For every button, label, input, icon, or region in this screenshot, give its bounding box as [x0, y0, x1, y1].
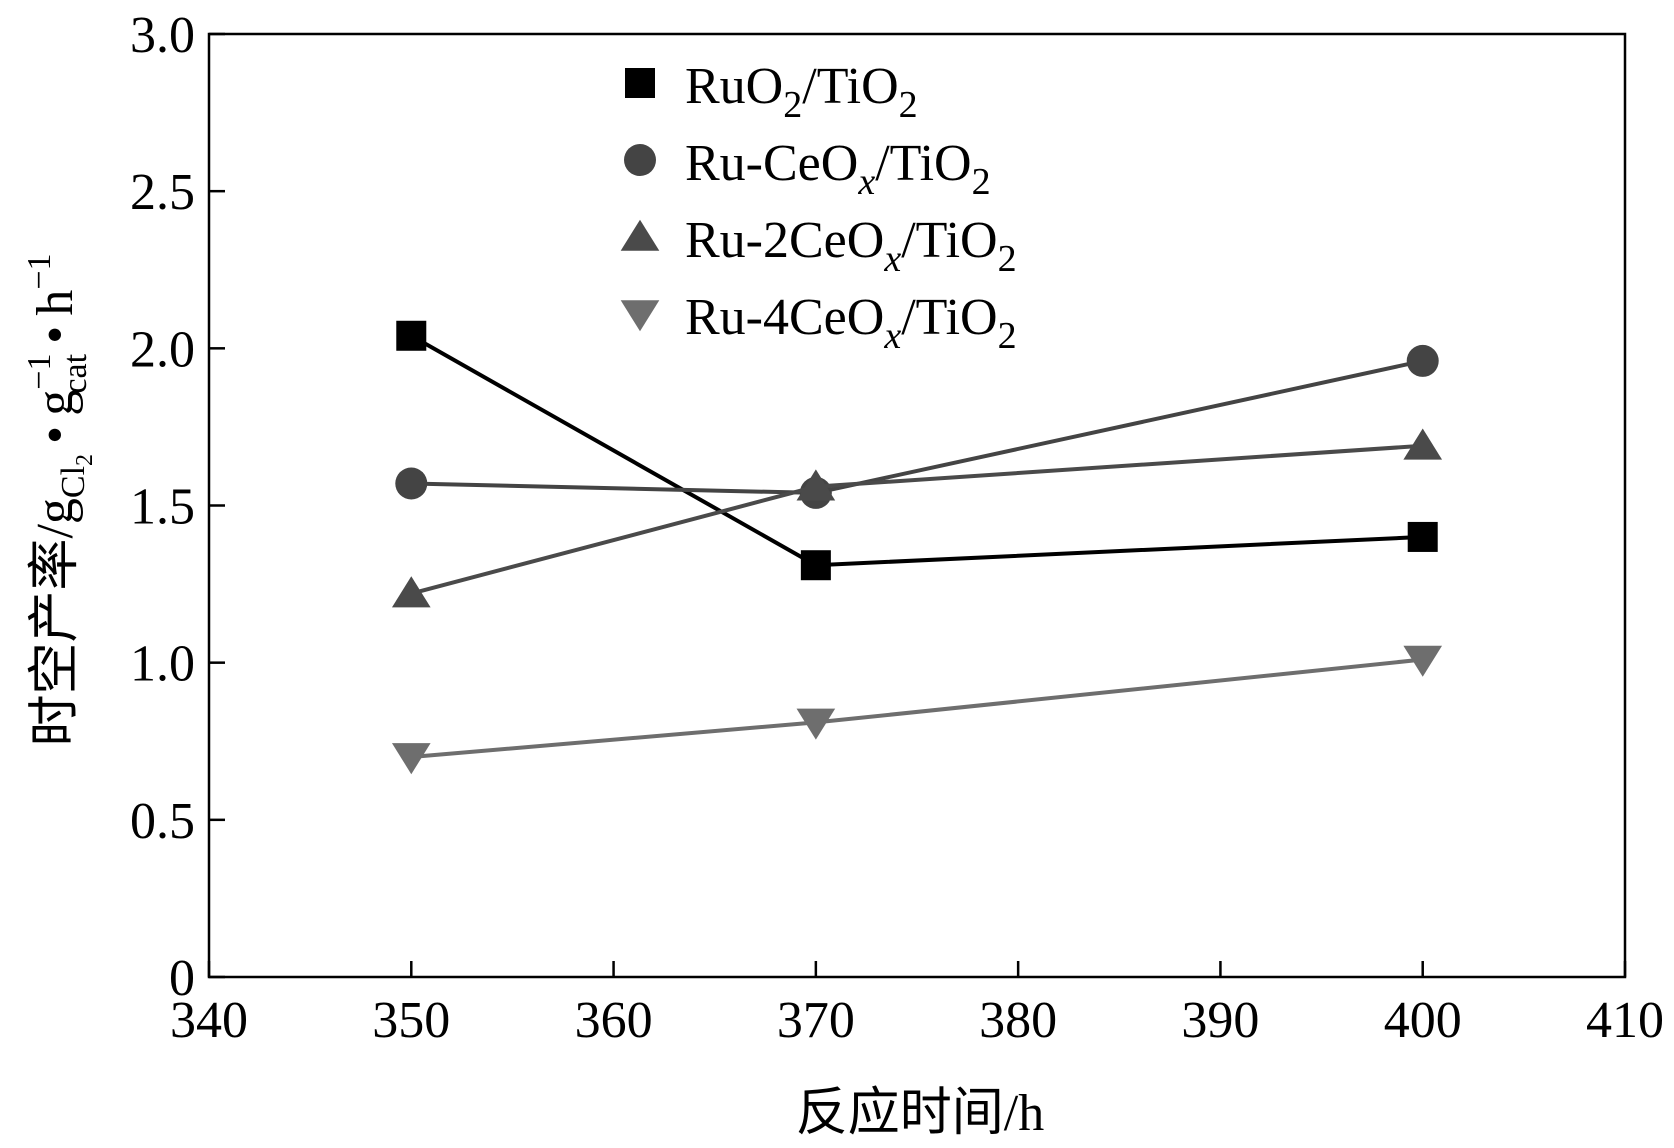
x-tick-label: 360	[575, 992, 653, 1049]
x-tick-label: 340	[170, 992, 248, 1049]
series-layer	[391, 320, 1443, 775]
series-2	[395, 344, 1439, 509]
x-axis-ticks: 340 350 360 370 380 390 400 410	[170, 961, 1664, 1049]
legend-marker	[620, 300, 660, 332]
series-3	[391, 428, 1443, 608]
legend-marker	[625, 68, 655, 98]
y-tick-label: 1.0	[130, 636, 195, 693]
y-axis-title-h: h	[27, 290, 84, 316]
y-tick-label: 0	[169, 950, 195, 1007]
data-point	[796, 708, 836, 740]
x-tick-label: 350	[372, 992, 450, 1049]
y-tick-label: 0.5	[130, 793, 195, 850]
y-axis-title-sub-cl: Cl	[55, 466, 92, 498]
y-tick-label: 2.5	[130, 164, 195, 221]
data-point	[1406, 344, 1439, 377]
y-tick-label: 3.0	[130, 7, 195, 64]
series-line	[411, 358, 1424, 495]
series-line	[410, 443, 1423, 596]
legend-marker	[620, 219, 660, 251]
x-tick-label: 410	[1586, 992, 1664, 1049]
legend-item: Ru-4CeOx/TiO2	[620, 289, 1017, 357]
legend: RuO2/TiO2 Ru-CeOx/TiO2 Ru-2CeOx/TiO2 Ru-4Ce…	[620, 58, 1017, 357]
x-tick-label: 390	[1181, 992, 1259, 1049]
y-axis-title-dot-2: •	[27, 326, 84, 344]
y-axis-title-main: 时空产率/g	[27, 498, 84, 746]
data-point	[800, 550, 831, 581]
y-axis-title-text: 时空产率/gCl2•g−1cat•h−1	[21, 253, 98, 746]
y-tick-label: 1.5	[130, 479, 195, 536]
x-tick-label: 400	[1384, 992, 1462, 1049]
y-axis-title-sup-1: −1	[21, 354, 58, 390]
series-line	[410, 334, 1423, 568]
x-tick-label: 380	[979, 992, 1057, 1049]
legend-label: RuO2/TiO2	[685, 58, 918, 126]
y-axis-title-sub-2: 2	[72, 454, 98, 466]
data-point	[1407, 521, 1438, 552]
legend-item: RuO2/TiO2	[625, 58, 918, 126]
data-point	[796, 469, 836, 501]
data-point	[1403, 428, 1443, 460]
data-point	[395, 467, 428, 500]
data-point	[391, 743, 431, 775]
legend-label: Ru-2CeOx/TiO2	[685, 212, 1017, 280]
legend-label: Ru-4CeOx/TiO2	[685, 289, 1017, 357]
y-axis-title-g: g	[27, 390, 84, 416]
legend-marker	[624, 144, 656, 176]
legend-label: Ru-CeOx/TiO2	[685, 135, 991, 203]
data-point	[1403, 645, 1443, 677]
y-axis-ticks: 0 0.5 1.0 1.5 2.0 2.5 3.0	[130, 7, 225, 1007]
series-4	[391, 645, 1443, 775]
y-tick-label: 2.0	[130, 321, 195, 378]
series-1	[396, 320, 1438, 581]
y-axis-title-sub-cat: cat	[57, 353, 94, 393]
x-tick-label: 370	[777, 992, 855, 1049]
y-axis-title: 时空产率/gCl2•g−1cat•h−1	[21, 253, 98, 746]
data-point	[396, 320, 427, 351]
legend-item: Ru-2CeOx/TiO2	[620, 212, 1017, 280]
series-line	[411, 657, 1423, 759]
x-axis-title: 反应时间/h	[796, 1085, 1044, 1142]
data-point	[391, 576, 431, 608]
y-axis-title-sup-2: −1	[21, 253, 58, 289]
y-axis-title-dot-1: •	[27, 426, 84, 444]
legend-item: Ru-CeOx/TiO2	[624, 135, 991, 203]
